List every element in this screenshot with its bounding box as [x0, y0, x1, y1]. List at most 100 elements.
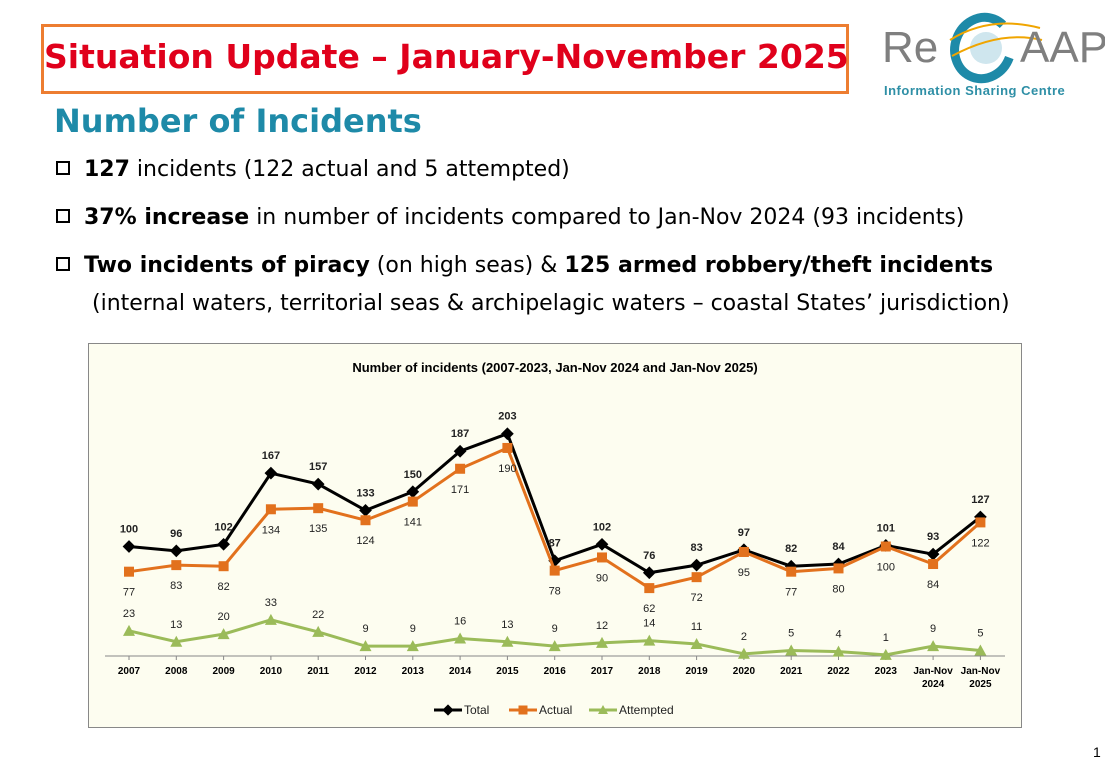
total-marker [311, 477, 325, 491]
attempted-marker [879, 648, 892, 660]
attempted-marker [785, 644, 798, 656]
incidents-chart: Number of incidents (2007-2023, Jan-Nov … [88, 343, 1022, 728]
data-label-actual: 122 [971, 537, 989, 549]
x-tick-label: 2009 [212, 666, 235, 677]
data-label-total: 100 [120, 524, 138, 536]
data-label-attempted: 11 [691, 621, 702, 633]
x-tick-label: 2019 [685, 666, 708, 677]
data-label-total: 102 [593, 521, 611, 533]
data-label-actual: 190 [498, 463, 516, 475]
actual-marker [549, 565, 560, 576]
actual-marker [124, 566, 134, 577]
data-label-actual: 77 [123, 587, 135, 599]
legend-label-actual: Actual [539, 703, 572, 717]
data-label-total: 93 [927, 531, 939, 543]
actual-marker [218, 561, 229, 572]
total-marker [169, 544, 183, 558]
chart-svg: Number of incidents (2007-2023, Jan-Nov … [105, 360, 1005, 717]
data-label-attempted: 33 [265, 597, 277, 609]
data-label-actual: 82 [217, 581, 229, 593]
attempted-marker [974, 644, 987, 656]
data-label-total: 150 [404, 469, 422, 481]
slide-title-box: Situation Update – January-November 2025 [41, 24, 849, 94]
attempted-marker [548, 640, 561, 652]
bullet-piracy-continuation: (internal waters, territorial seas & arc… [92, 291, 1010, 316]
data-label-total: 127 [971, 494, 989, 506]
data-label-total: 157 [309, 461, 327, 473]
slide-title: Situation Update – January-November 2025 [44, 37, 849, 76]
total-marker [359, 504, 372, 517]
data-label-actual: 62 [643, 603, 655, 615]
attempted-marker [690, 637, 703, 649]
actual-marker [644, 583, 655, 594]
bullet-increase: 37% increase in number of incidents comp… [56, 205, 964, 230]
total-marker [690, 558, 703, 572]
x-tick-label: 2010 [260, 666, 283, 677]
legend-label-attempted: Attempted [619, 703, 674, 717]
x-tick-label: 2012 [354, 666, 377, 677]
actual-marker [407, 496, 418, 507]
x-tick-label: 2023 [875, 666, 898, 677]
logo-graphic: Re AAP [882, 12, 1108, 84]
x-tick-label: 2015 [496, 666, 519, 677]
data-label-attempted: 4 [835, 629, 841, 641]
data-label-total: 97 [738, 527, 750, 539]
data-label-actual: 141 [404, 517, 422, 529]
data-label-total: 87 [549, 538, 561, 550]
x-tick-label: 2016 [544, 666, 567, 677]
data-label-actual: 135 [309, 523, 327, 535]
data-label-actual: 134 [262, 524, 280, 536]
data-label-total: 83 [690, 542, 702, 554]
x-tick-label: 2020 [733, 666, 756, 677]
attempted-marker [927, 640, 940, 652]
x-tick-label: 2017 [591, 666, 614, 677]
attempted-marker [737, 647, 750, 659]
legend-marker [598, 705, 608, 714]
recaap-logo: Re AAP Information Sharing Centre [880, 10, 1108, 105]
x-tick-label: 2007 [118, 666, 141, 677]
data-label-attempted: 1 [883, 632, 889, 644]
data-label-attempted: 14 [643, 618, 655, 630]
data-label-actual: 100 [877, 562, 895, 574]
actual-marker [880, 541, 891, 552]
data-label-attempted: 20 [217, 611, 229, 623]
attempted-marker [643, 634, 656, 646]
attempted-marker [312, 625, 325, 637]
x-tick-label: Jan-Nov 2025 [961, 666, 1001, 690]
legend-marker [518, 705, 528, 715]
actual-marker [455, 463, 466, 474]
x-tick-label: 2008 [165, 666, 188, 677]
checkbox-bullet-icon [56, 209, 70, 223]
legend-label-total: Total [464, 703, 489, 717]
actual-marker [360, 515, 371, 526]
data-label-attempted: 22 [312, 609, 324, 621]
data-label-actual: 124 [356, 535, 374, 547]
bullet-piracy: Two incidents of piracy (on high seas) &… [56, 253, 993, 278]
data-label-actual: 77 [785, 587, 797, 599]
data-label-total: 96 [170, 528, 182, 540]
actual-marker [928, 559, 939, 570]
chart-title: Number of incidents (2007-2023, Jan-Nov … [352, 360, 757, 375]
actual-marker [691, 572, 702, 583]
data-label-attempted: 5 [977, 628, 983, 640]
attempted-marker [170, 635, 183, 647]
attempted-marker [596, 636, 608, 648]
x-tick-label: 2021 [780, 666, 803, 677]
attempted-marker [359, 640, 372, 652]
data-label-total: 187 [451, 428, 469, 440]
data-label-attempted: 13 [170, 619, 182, 631]
attempted-marker [406, 640, 419, 652]
data-label-actual: 83 [170, 580, 182, 592]
checkbox-bullet-icon [56, 161, 70, 175]
bullet-total: 127 incidents (122 actual and 5 attempte… [56, 157, 570, 182]
data-label-attempted: 13 [501, 619, 513, 631]
x-tick-label: 2018 [638, 666, 661, 677]
x-tick-label: 2013 [402, 666, 425, 677]
x-tick-label: 2014 [449, 666, 472, 677]
data-label-total: 76 [643, 550, 655, 562]
logo-subtitle: Information Sharing Centre [884, 83, 1066, 98]
actual-marker [786, 566, 797, 577]
data-label-attempted: 2 [741, 631, 747, 643]
data-label-total: 84 [832, 541, 845, 553]
data-label-attempted: 23 [123, 608, 135, 620]
